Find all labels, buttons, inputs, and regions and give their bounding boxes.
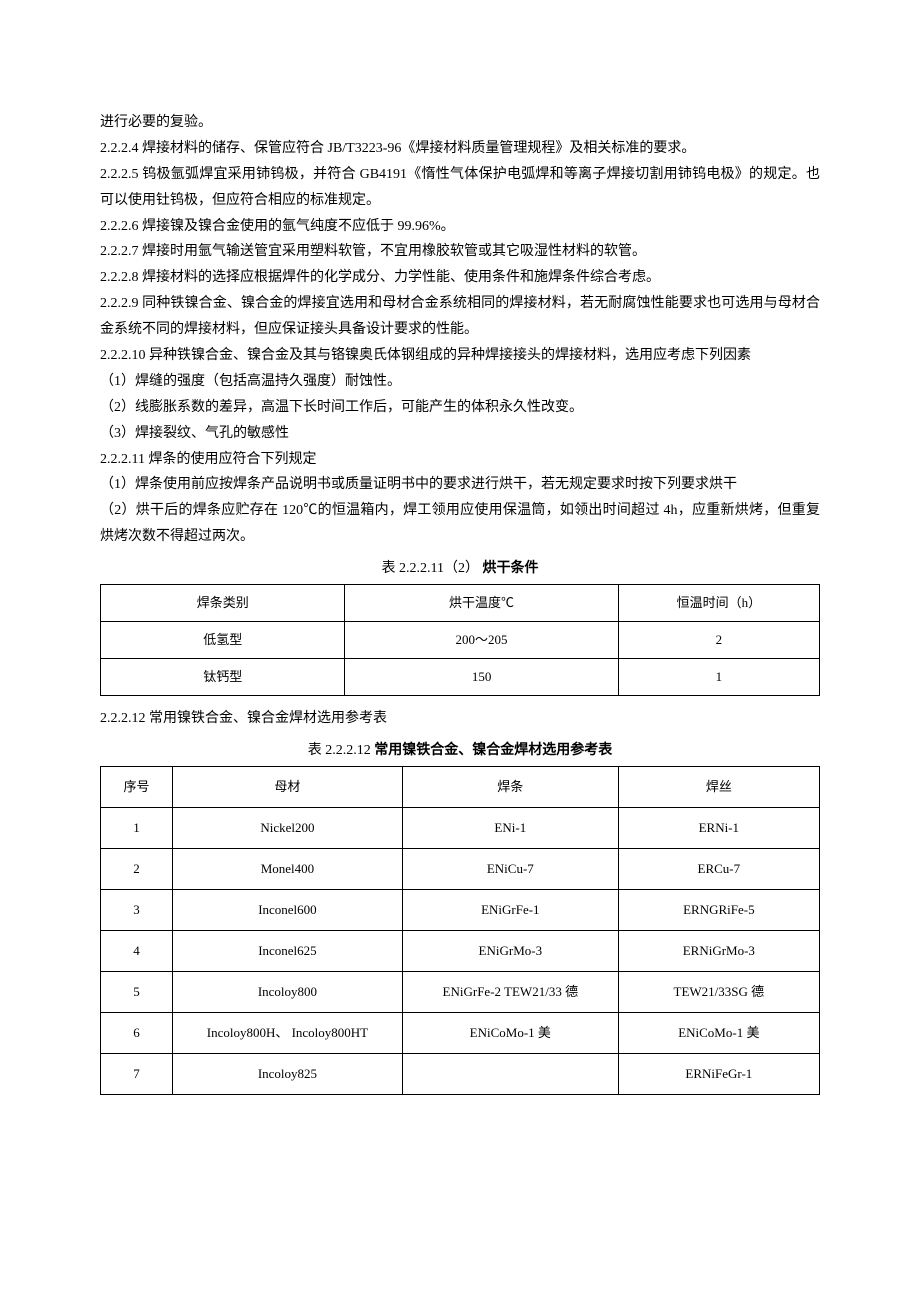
table-row: 3 Inconel600 ENiGrFe-1 ERNGRiFe-5	[101, 890, 820, 931]
paragraph: 2.2.2.4 焊接材料的储存、保管应符合 JB/T3223-96《焊接材料质量…	[100, 136, 820, 162]
t2-r0c3: ERNi-1	[618, 808, 819, 849]
table1-caption-title: 烘干条件	[482, 561, 538, 576]
drying-conditions-table: 焊条类别 烘干温度℃ 恒温时间（h） 低氢型 200～205 2 钛钙型 150…	[100, 584, 820, 696]
table2-caption-prefix: 表 2.2.2.12	[308, 743, 375, 758]
t2-r6c0: 7	[101, 1054, 173, 1095]
paragraph: 2.2.2.9 同种铁镍合金、镍合金的焊接宜选用和母材合金系统相同的焊接材料，若…	[100, 291, 820, 343]
t2-r1c2: ENiCu-7	[402, 849, 618, 890]
t1-r0c0: 低氢型	[101, 622, 345, 659]
t2-r0c1: Nickel200	[172, 808, 402, 849]
t1-r1c1: 150	[345, 659, 618, 696]
t2-r2c3: ERNGRiFe-5	[618, 890, 819, 931]
t2-h1: 母材	[172, 766, 402, 807]
t2-r5c1: Incoloy800H、 Incoloy800HT	[172, 1013, 402, 1054]
t2-r5c3: ENiCoMo-1 美	[618, 1013, 819, 1054]
t2-r3c2: ENiGrMo-3	[402, 931, 618, 972]
welding-material-table: 序号 母材 焊条 焊丝 1 Nickel200 ENi-1 ERNi-1 2 M…	[100, 766, 820, 1095]
t1-r1c2: 1	[618, 659, 819, 696]
paragraph: 2.2.2.6 焊接镍及镍合金使用的氩气纯度不应低于 99.96%。	[100, 214, 820, 240]
table-row: 低氢型 200～205 2	[101, 622, 820, 659]
table-row: 4 Inconel625 ENiGrMo-3 ERNiGrMo-3	[101, 931, 820, 972]
t2-r1c0: 2	[101, 849, 173, 890]
t2-r5c0: 6	[101, 1013, 173, 1054]
t2-r6c1: Incoloy825	[172, 1054, 402, 1095]
paragraph: 进行必要的复验。	[100, 110, 820, 136]
t2-r2c2: ENiGrFe-1	[402, 890, 618, 931]
table-row: 6 Incoloy800H、 Incoloy800HT ENiCoMo-1 美 …	[101, 1013, 820, 1054]
t2-r3c0: 4	[101, 931, 173, 972]
t1-h2: 恒温时间（h）	[618, 585, 819, 622]
paragraph: （1）焊条使用前应按焊条产品说明书或质量证明书中的要求进行烘干，若无规定要求时按…	[100, 472, 820, 498]
paragraph: 2.2.2.7 焊接时用氩气输送管宜采用塑料软管，不宜用橡胶软管或其它吸湿性材料…	[100, 239, 820, 265]
t2-r4c0: 5	[101, 972, 173, 1013]
t2-r4c3: TEW21/33SG 德	[618, 972, 819, 1013]
t2-r4c1: Incoloy800	[172, 972, 402, 1013]
table-header-row: 序号 母材 焊条 焊丝	[101, 766, 820, 807]
table2-caption-title: 常用镍铁合金、镍合金焊材选用参考表	[374, 743, 612, 758]
paragraph: （2）线膨胀系数的差异，高温下长时间工作后，可能产生的体积永久性改变。	[100, 395, 820, 421]
t2-r2c0: 3	[101, 890, 173, 931]
paragraph: （3）焊接裂纹、气孔的敏感性	[100, 421, 820, 447]
t2-r4c2: ENiGrFe-2 TEW21/33 德	[402, 972, 618, 1013]
table1-caption-prefix: 表 2.2.2.11（2）	[382, 561, 483, 576]
t1-r1c0: 钛钙型	[101, 659, 345, 696]
paragraph: 2.2.2.8 焊接材料的选择应根据焊件的化学成分、力学性能、使用条件和施焊条件…	[100, 265, 820, 291]
paragraph: 2.2.2.10 异种铁镍合金、镍合金及其与铬镍奥氏体钢组成的异种焊接接头的焊接…	[100, 343, 820, 369]
table1-caption: 表 2.2.2.11（2） 烘干条件	[100, 556, 820, 582]
t1-h0: 焊条类别	[101, 585, 345, 622]
t2-r3c3: ERNiGrMo-3	[618, 931, 819, 972]
table-row: 1 Nickel200 ENi-1 ERNi-1	[101, 808, 820, 849]
t2-r1c1: Monel400	[172, 849, 402, 890]
t2-r1c3: ERCu-7	[618, 849, 819, 890]
table-row: 7 Incoloy825 ERNiFeGr-1	[101, 1054, 820, 1095]
table-row: 2 Monel400 ENiCu-7 ERCu-7	[101, 849, 820, 890]
t2-r0c0: 1	[101, 808, 173, 849]
table2-caption: 表 2.2.2.12 常用镍铁合金、镍合金焊材选用参考表	[100, 738, 820, 764]
t2-h3: 焊丝	[618, 766, 819, 807]
t2-r2c1: Inconel600	[172, 890, 402, 931]
section-2-2-2-12: 2.2.2.12 常用镍铁合金、镍合金焊材选用参考表	[100, 706, 820, 732]
t2-r6c3: ERNiFeGr-1	[618, 1054, 819, 1095]
t2-r5c2: ENiCoMo-1 美	[402, 1013, 618, 1054]
table-header-row: 焊条类别 烘干温度℃ 恒温时间（h）	[101, 585, 820, 622]
t1-r0c2: 2	[618, 622, 819, 659]
table-row: 钛钙型 150 1	[101, 659, 820, 696]
t2-r0c2: ENi-1	[402, 808, 618, 849]
paragraph: 2.2.2.5 钨极氩弧焊宜采用铈钨极，并符合 GB4191《惰性气体保护电弧焊…	[100, 162, 820, 214]
t2-h0: 序号	[101, 766, 173, 807]
t1-h1: 烘干温度℃	[345, 585, 618, 622]
t1-r0c1: 200～205	[345, 622, 618, 659]
table-row: 5 Incoloy800 ENiGrFe-2 TEW21/33 德 TEW21/…	[101, 972, 820, 1013]
paragraph: 2.2.2.11 焊条的使用应符合下列规定	[100, 447, 820, 473]
paragraph: （2）烘干后的焊条应贮存在 120℃的恒温箱内，焊工领用应使用保温筒，如领出时间…	[100, 498, 820, 550]
t2-h2: 焊条	[402, 766, 618, 807]
t2-r6c2	[402, 1054, 618, 1095]
t2-r3c1: Inconel625	[172, 931, 402, 972]
paragraph: （1）焊缝的强度（包括高温持久强度）耐蚀性。	[100, 369, 820, 395]
